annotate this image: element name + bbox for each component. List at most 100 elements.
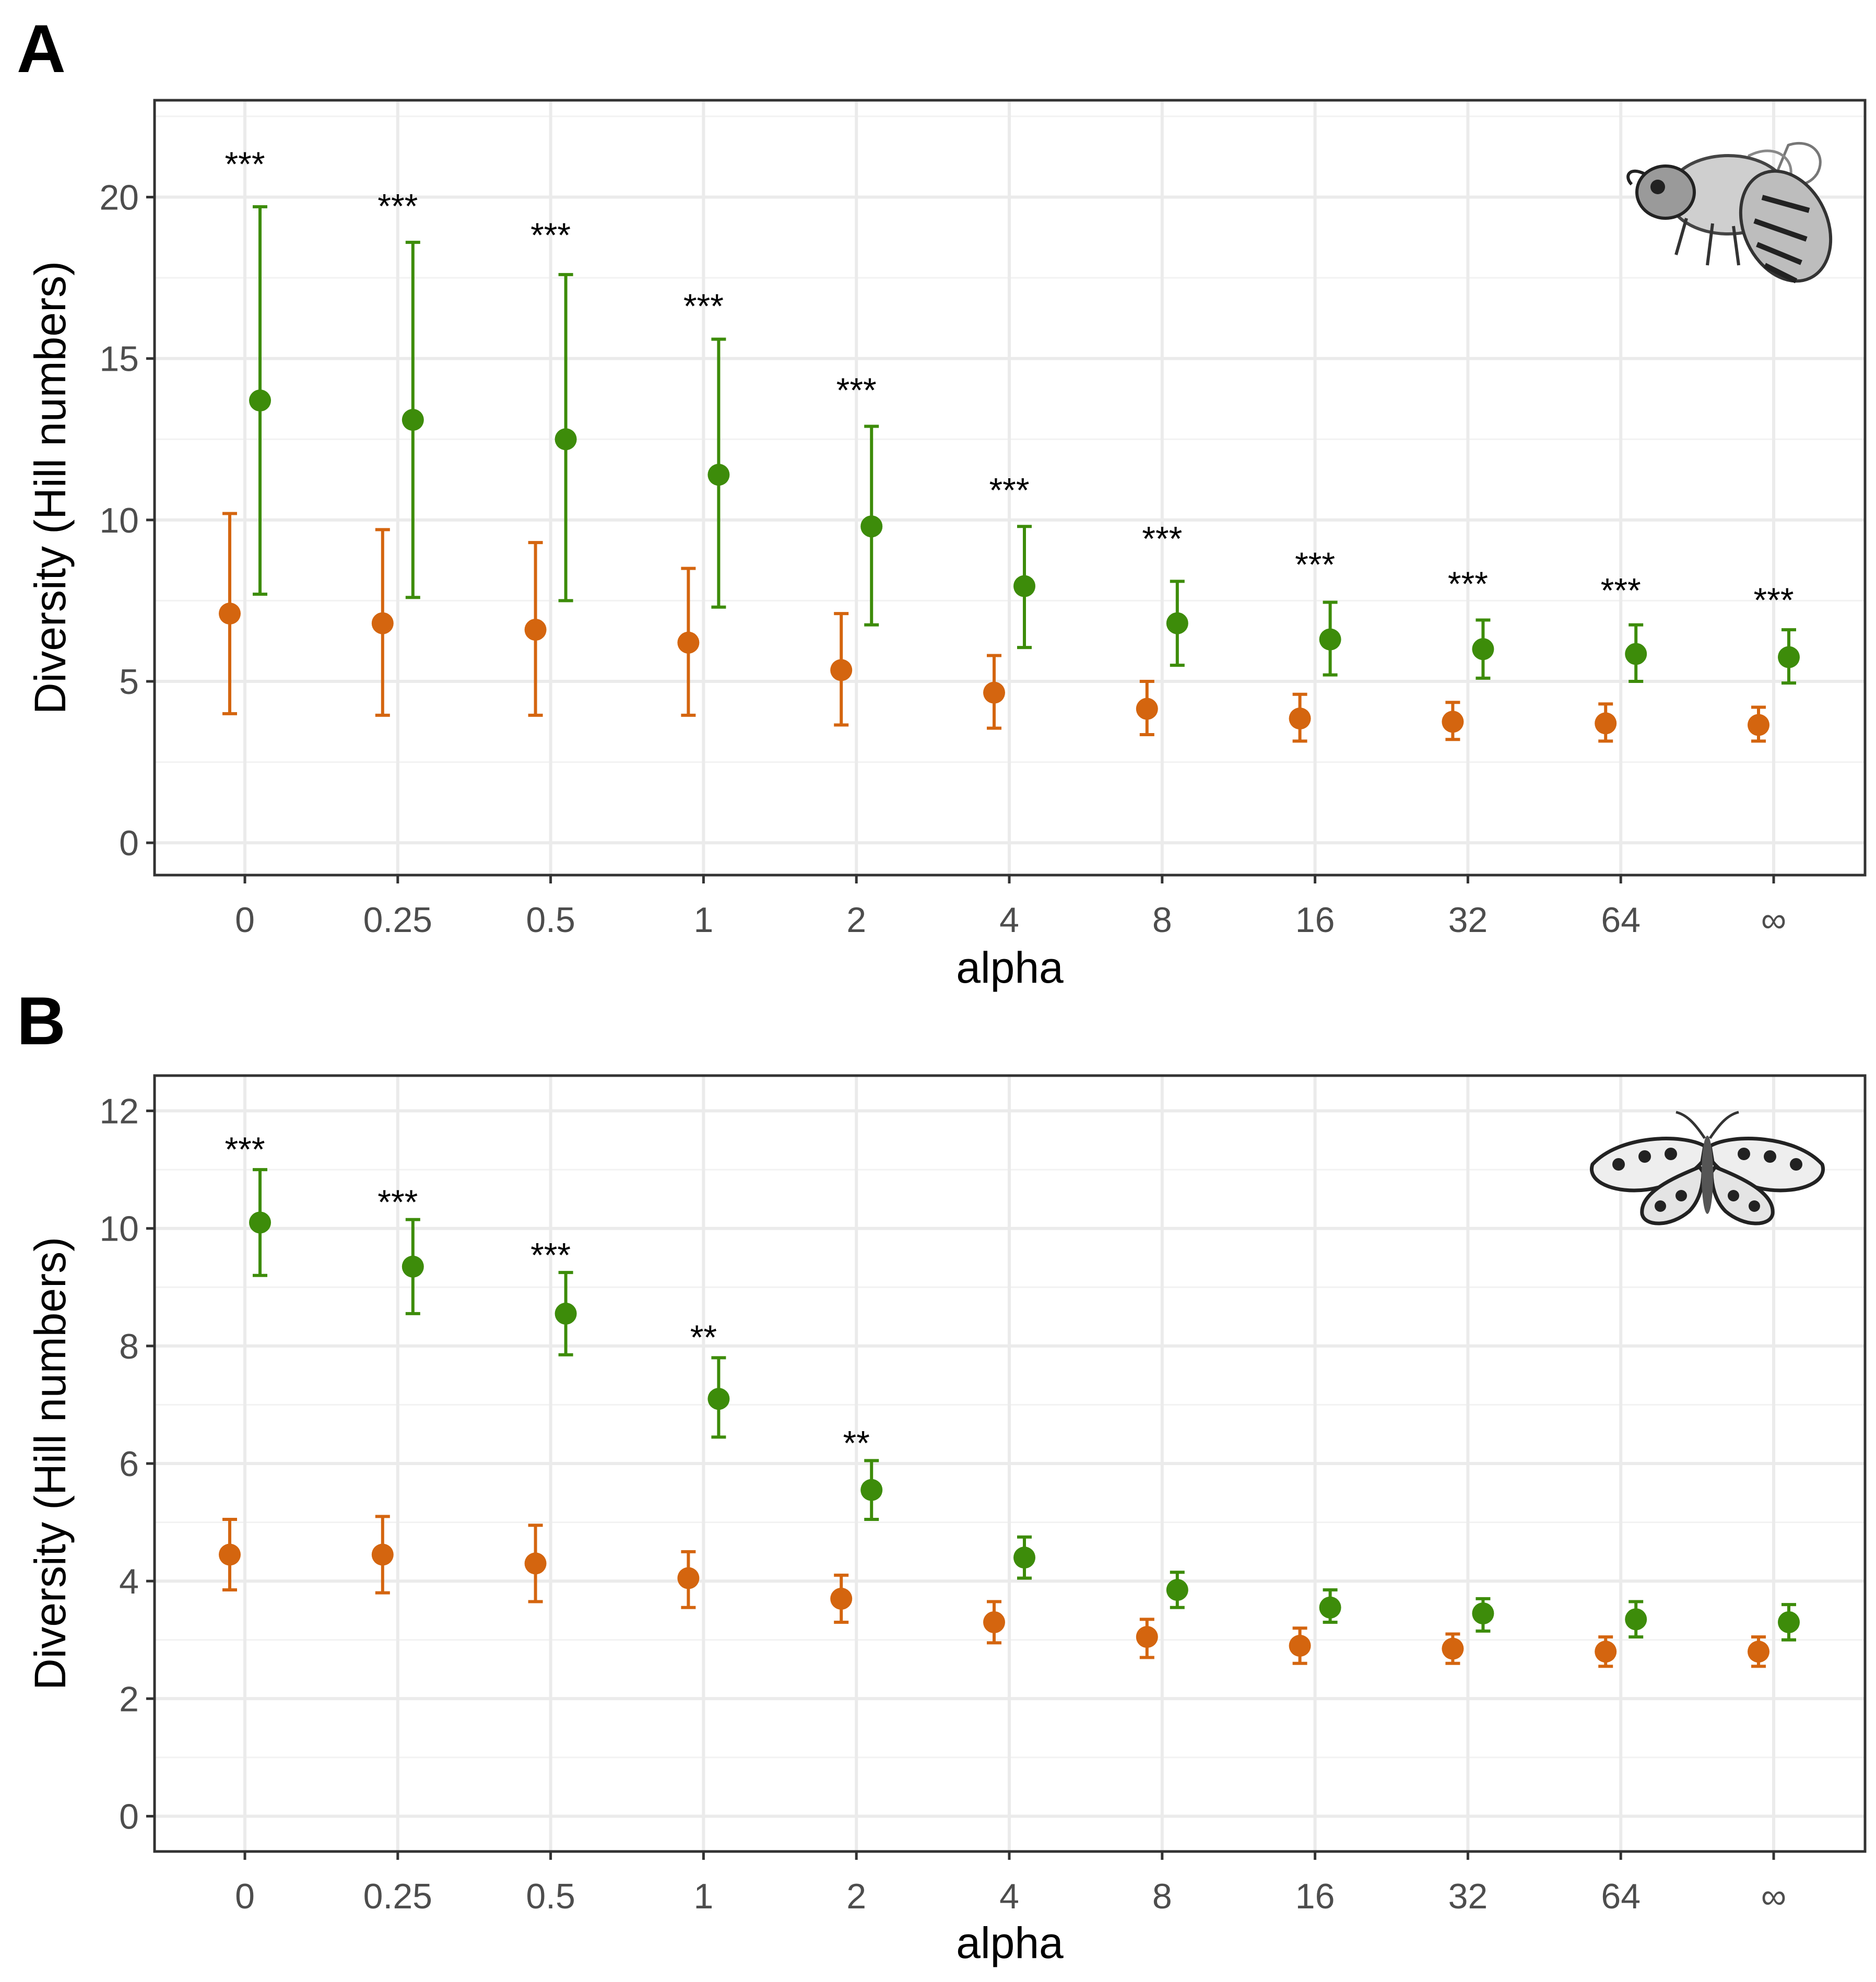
green-point-group (707, 337, 730, 609)
green-point (860, 1479, 883, 1501)
panel-a-letter: A (17, 10, 66, 87)
orange-point-group (1595, 1635, 1617, 1668)
green-point (402, 1255, 424, 1278)
y-tick-label: 20 (99, 178, 139, 218)
significance-label: *** (1295, 545, 1335, 584)
orange-point (983, 681, 1005, 704)
significance-label: ** (690, 1318, 717, 1356)
x-tick-label: 0.5 (526, 900, 575, 940)
orange-point (524, 1552, 547, 1575)
significance-label: *** (683, 287, 724, 325)
orange-point-group (371, 528, 394, 717)
green-point-group (1625, 623, 1647, 683)
green-point (1778, 1611, 1800, 1633)
x-tick-label: 32 (1448, 1877, 1488, 1916)
orange-point-group (524, 541, 547, 717)
x-tick-label: 2 (846, 900, 866, 940)
x-tick-label: ∞ (1761, 900, 1786, 940)
orange-point (983, 1611, 1005, 1633)
orange-point-group (1289, 1626, 1311, 1665)
panel-a-marks: *** *** *** *** *** *** *** *** *** *** *** (219, 145, 1800, 743)
orange-point (371, 1543, 394, 1566)
orange-point-group (1136, 680, 1158, 737)
green-point-group (1013, 1535, 1035, 1580)
significance-label: *** (1448, 564, 1488, 603)
green-point-group (1625, 1600, 1647, 1639)
orange-point-group (677, 567, 700, 717)
x-tick-label: 1 (693, 1877, 713, 1916)
orange-point (677, 1567, 700, 1589)
y-tick-label: 2 (119, 1679, 139, 1719)
green-point (554, 428, 577, 451)
x-tick-label: 0.25 (363, 1877, 432, 1916)
panel-b-grid (155, 1076, 1865, 1851)
green-point-group (554, 273, 577, 603)
significance-label: *** (1142, 519, 1182, 558)
green-point-group (1778, 1603, 1800, 1642)
orange-point (830, 659, 853, 681)
significance-label: *** (1601, 571, 1641, 609)
green-point (1472, 638, 1494, 660)
panel-a-y-axis-title: Diversity (Hill numbers) (26, 261, 75, 714)
x-tick-label: 16 (1295, 900, 1335, 940)
green-point (1166, 1579, 1188, 1601)
orange-point (371, 612, 394, 634)
panel-b-y-axis-title: Diversity (Hill numbers) (26, 1237, 75, 1690)
green-point-group (554, 1271, 577, 1356)
orange-point (1442, 1637, 1464, 1660)
x-tick-label: 1 (693, 900, 713, 940)
panel-b-marks: ************* (219, 1130, 1800, 1668)
orange-point-group (677, 1550, 700, 1609)
green-point (1625, 643, 1647, 665)
y-tick-label: 12 (99, 1092, 139, 1131)
x-tick-label: 2 (846, 1877, 866, 1916)
green-point (554, 1302, 577, 1325)
x-tick-label: 0.25 (363, 900, 432, 940)
orange-point-group (830, 612, 853, 727)
x-tick-label: 0 (235, 900, 255, 940)
x-tick-label: 64 (1601, 900, 1641, 940)
x-tick-label: 16 (1295, 1877, 1335, 1916)
x-tick-label: 0.5 (526, 1877, 575, 1916)
green-point-group (249, 1168, 271, 1277)
x-tick-label: 8 (1152, 1877, 1172, 1916)
green-point (1319, 628, 1341, 651)
orange-point (1289, 1634, 1311, 1657)
y-tick-label: 4 (119, 1562, 139, 1601)
green-point (1778, 646, 1800, 668)
orange-point-group (219, 1517, 241, 1592)
green-point (1319, 1596, 1341, 1619)
orange-point (830, 1587, 853, 1610)
significance-label: *** (530, 1235, 571, 1274)
y-tick-label: 10 (99, 501, 139, 540)
butterfly-icon (1590, 1111, 1825, 1225)
green-point (1166, 612, 1188, 634)
y-tick-label: 15 (99, 339, 139, 379)
orange-point (1136, 1626, 1158, 1648)
orange-point (1748, 714, 1769, 736)
x-tick-label: ∞ (1761, 1877, 1786, 1916)
panel-a-grid (155, 100, 1865, 875)
panel-b-x-axis-title: alpha (956, 1918, 1064, 1967)
green-point-group (402, 241, 424, 599)
green-point (1013, 1547, 1035, 1569)
orange-point-group (830, 1573, 853, 1624)
orange-point-group (219, 512, 241, 715)
green-point-group (1778, 628, 1800, 685)
orange-point-group (983, 1600, 1005, 1645)
orange-point (1595, 712, 1617, 735)
panel-a-x-axis-title: alpha (956, 943, 1064, 992)
y-tick-label: 8 (119, 1327, 139, 1366)
orange-point-group (983, 654, 1005, 730)
green-point-group (1472, 618, 1494, 680)
orange-point (219, 1543, 241, 1566)
green-point-group (402, 1218, 424, 1315)
green-point-group (1166, 1571, 1188, 1609)
orange-point (1442, 711, 1464, 733)
significance-label: *** (989, 471, 1029, 510)
orange-point (219, 603, 241, 625)
x-tick-label: 32 (1448, 900, 1488, 940)
green-point (707, 1388, 730, 1410)
